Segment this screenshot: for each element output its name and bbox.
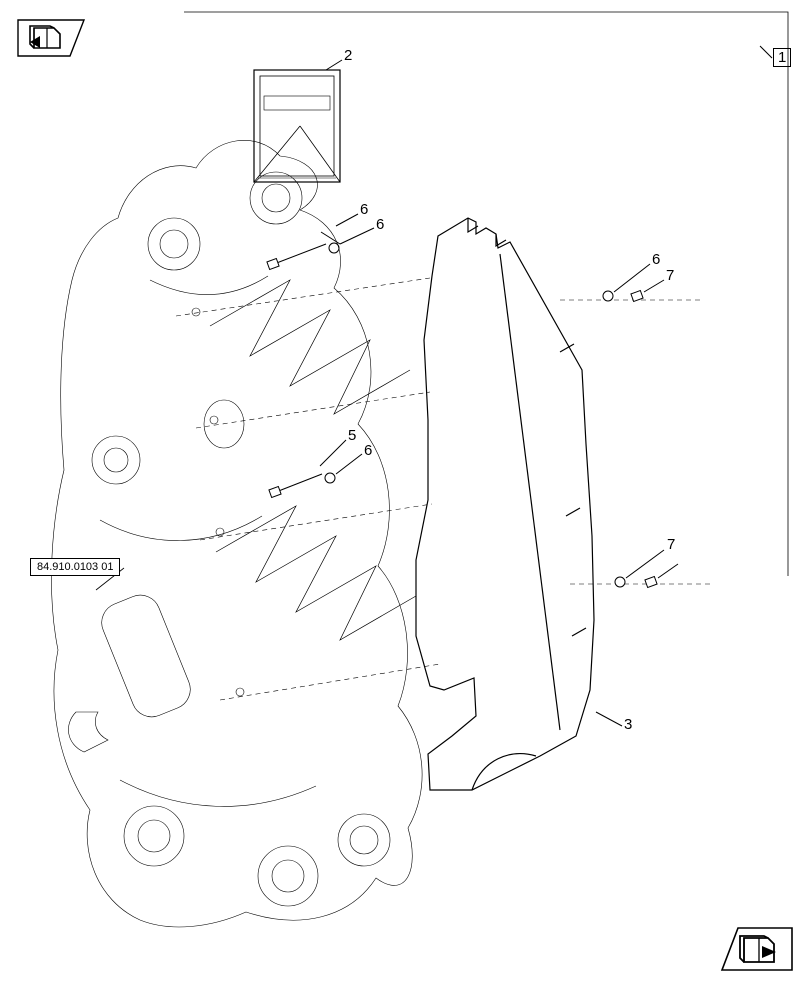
assembly-axes [176,278,710,700]
item-6-nut-c [325,454,362,483]
callout-2: 2 [344,47,352,64]
callout-4: 5 [348,427,356,444]
callout-6b: 6 [652,251,660,268]
item-6-nut-b [603,264,650,301]
callout-6d: 7 [667,536,675,553]
fasteners [267,214,678,587]
callout-6c: 6 [364,442,372,459]
diagram-canvas: 2 3 5 6 6 6 6 7 7 1 84.910.0103 01 [0,0,812,1000]
item-3-panel [416,218,622,790]
callout-3: 3 [624,716,632,733]
callout-1-boxed: 1 [773,48,791,67]
break-lines [210,280,416,640]
callout-7a: 7 [666,267,674,284]
item-7-nut-a [631,280,664,301]
item-2-card [254,60,342,182]
callout-1-text: 1 [778,49,786,66]
callout-5: 6 [360,201,368,218]
next-page-icon[interactable] [718,924,794,974]
prev-page-icon[interactable] [16,18,86,58]
reference-text: 84.910.0103 01 [37,561,113,573]
reference-box: 84.910.0103 01 [30,558,120,576]
item-4-bolt [269,440,346,497]
parts-diagram-svg [0,0,812,1000]
callout-6a: 6 [376,216,384,233]
coupler-body-ref [51,140,422,927]
